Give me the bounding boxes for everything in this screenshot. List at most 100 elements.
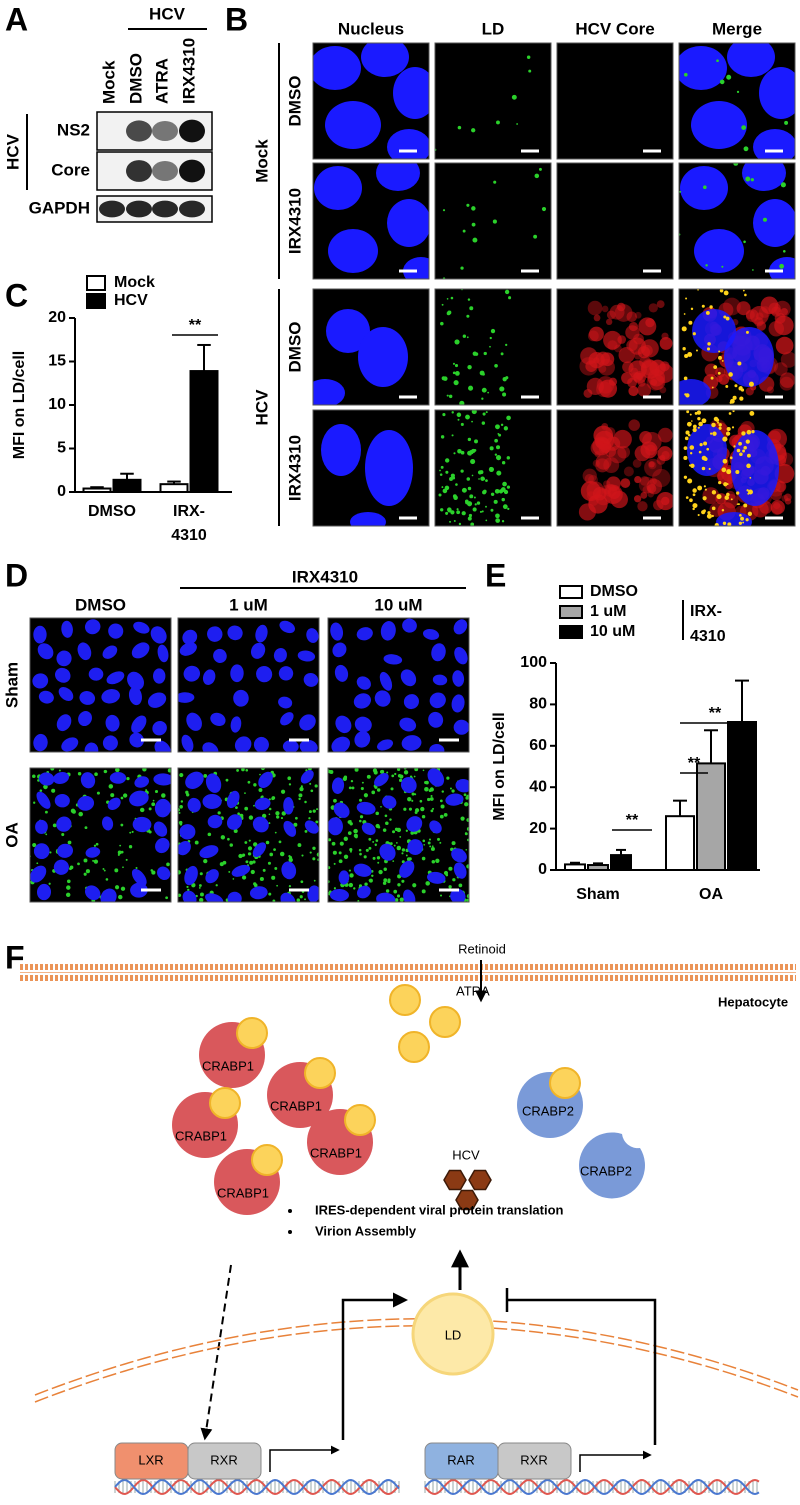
nucleus bbox=[61, 737, 79, 752]
nucleus bbox=[321, 424, 361, 476]
lipid-droplet bbox=[479, 370, 485, 376]
blot-band bbox=[126, 120, 152, 142]
lipid-droplet bbox=[731, 426, 735, 429]
atra-molecule bbox=[429, 1006, 461, 1038]
lipid-droplet bbox=[328, 866, 331, 870]
lipid-droplet bbox=[261, 795, 264, 799]
lipid-droplet bbox=[442, 209, 446, 212]
column-header: LD bbox=[482, 19, 505, 38]
nucleus bbox=[280, 892, 296, 902]
nucleus bbox=[691, 101, 747, 149]
lipid-droplet bbox=[428, 838, 432, 841]
lipid-droplet bbox=[215, 884, 218, 887]
lipid-droplet bbox=[714, 522, 719, 526]
nucleus bbox=[230, 664, 244, 683]
nucleus bbox=[422, 629, 440, 640]
lipid-droplet bbox=[50, 768, 55, 771]
nucleus bbox=[400, 669, 417, 687]
lipid-droplet bbox=[280, 816, 284, 820]
lipid-droplet bbox=[71, 809, 76, 814]
lipid-droplet bbox=[245, 768, 249, 772]
blot-band bbox=[179, 200, 205, 218]
lipid-droplet bbox=[339, 841, 344, 846]
lipid-droplet bbox=[746, 463, 751, 469]
lipid-droplet bbox=[361, 781, 364, 784]
lipid-droplet bbox=[471, 128, 476, 133]
hcv-virion bbox=[468, 1169, 492, 1191]
nucleus bbox=[132, 816, 152, 833]
lipid-droplet bbox=[732, 395, 737, 400]
lipid-droplet bbox=[114, 885, 120, 890]
hcv-virion bbox=[455, 1189, 479, 1211]
lipid-droplet bbox=[117, 850, 122, 855]
lipid-droplet bbox=[723, 482, 728, 487]
nucleus bbox=[377, 739, 394, 751]
lipid-droplet bbox=[219, 862, 224, 867]
nucleus bbox=[105, 714, 120, 732]
bullet-text: Virion Assembly bbox=[315, 1223, 417, 1238]
core-signal bbox=[633, 333, 644, 345]
lipid-droplet bbox=[407, 797, 412, 802]
core-signal bbox=[598, 443, 610, 455]
nucleus bbox=[178, 841, 191, 856]
lipid-droplet bbox=[692, 507, 695, 511]
lipid-droplet bbox=[118, 894, 123, 900]
lipid-droplet bbox=[383, 878, 388, 883]
lipid-droplet bbox=[427, 797, 431, 802]
lipid-droplet bbox=[423, 843, 426, 846]
lipid-droplet bbox=[396, 845, 402, 851]
lipid-droplet bbox=[411, 799, 414, 802]
lipid-droplet bbox=[739, 396, 744, 401]
lipid-droplet bbox=[242, 853, 246, 857]
core-signal bbox=[640, 339, 659, 358]
nucleus bbox=[313, 46, 361, 90]
core-signal bbox=[637, 501, 648, 512]
lipid-droplet bbox=[762, 217, 768, 222]
lipid-droplet bbox=[689, 445, 695, 450]
nucleus bbox=[283, 797, 294, 815]
lipid-droplet bbox=[333, 798, 337, 803]
lipid-droplet bbox=[467, 364, 472, 370]
lipid-droplet bbox=[745, 330, 749, 334]
lipid-droplet bbox=[95, 842, 99, 846]
lipid-droplet bbox=[449, 477, 453, 481]
lipid-droplet bbox=[69, 865, 74, 870]
lipid-droplet bbox=[701, 304, 705, 308]
lipid-droplet bbox=[276, 884, 278, 887]
lipid-droplet bbox=[505, 343, 508, 347]
core-signal bbox=[648, 303, 658, 313]
legend-swatch bbox=[559, 625, 583, 639]
lipid-droplet bbox=[446, 776, 450, 780]
nucleus bbox=[401, 735, 422, 751]
lipid-droplet bbox=[683, 475, 688, 479]
nucleus bbox=[182, 629, 198, 645]
core-signal bbox=[649, 477, 657, 485]
lipid-droplet bbox=[398, 778, 403, 783]
lipid-droplet bbox=[500, 423, 504, 427]
lipid-droplet bbox=[275, 811, 280, 816]
lipid-droplet bbox=[533, 234, 538, 239]
lipid-droplet bbox=[217, 811, 221, 815]
lipid-droplet bbox=[122, 793, 128, 798]
nucleus bbox=[37, 643, 54, 660]
lipid-droplet bbox=[489, 345, 491, 348]
nucleus bbox=[179, 824, 196, 840]
lipid-droplet bbox=[365, 848, 369, 852]
lane-label: IRX4310 bbox=[179, 38, 198, 104]
nucleus bbox=[77, 795, 95, 811]
lipid-droplet bbox=[252, 860, 256, 864]
lipid-droplet bbox=[451, 841, 456, 846]
lipid-droplet bbox=[703, 441, 708, 446]
lipid-droplet bbox=[304, 829, 308, 833]
lipid-droplet bbox=[363, 855, 367, 859]
lipid-droplet bbox=[108, 784, 114, 789]
lipid-droplet bbox=[244, 806, 249, 811]
lipid-droplet bbox=[233, 828, 238, 834]
lipid-droplet bbox=[745, 439, 750, 444]
nucleus bbox=[393, 67, 429, 119]
lipid-droplet bbox=[360, 786, 364, 791]
lane-label: DMSO bbox=[126, 53, 145, 104]
nucleus bbox=[131, 715, 147, 734]
lipid-droplet bbox=[353, 828, 358, 834]
micrograph-frame bbox=[312, 162, 430, 280]
